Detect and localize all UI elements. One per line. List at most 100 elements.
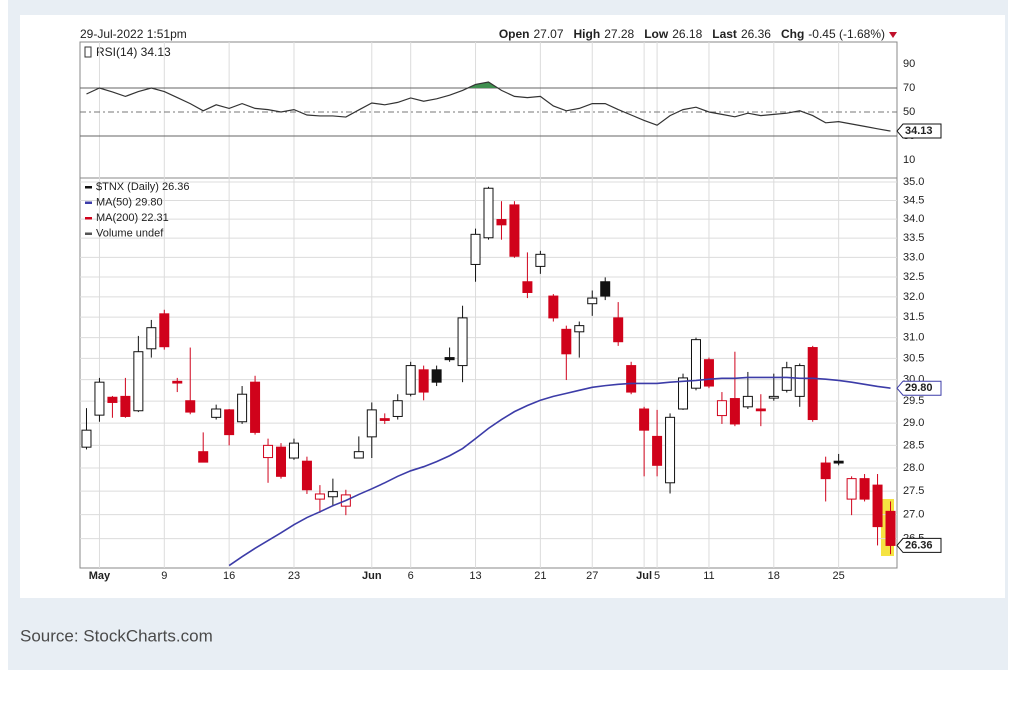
candle-body [755, 408, 766, 412]
candle-body [314, 493, 325, 500]
quote-label: Low [644, 27, 669, 41]
rsi-tick-label: 50 [903, 106, 915, 118]
candle-body [107, 396, 118, 403]
y-tick-label: 33.0 [903, 251, 924, 263]
candle-body [807, 347, 818, 421]
candle-body [418, 369, 429, 393]
candle-body [198, 451, 209, 463]
rsi-legend: RSI(14) 34.13 [96, 45, 171, 59]
candle-body [133, 351, 144, 412]
candle-body [678, 377, 689, 410]
source-note: Source: StockCharts.com [20, 626, 213, 645]
rsi-value-label: 34.13 [905, 125, 933, 137]
legend-swatch [85, 201, 92, 204]
x-tick-label: May [89, 570, 111, 582]
candle-body [379, 418, 390, 421]
candle-body [639, 408, 650, 431]
y-tick-label: 32.5 [903, 271, 924, 283]
candle-body [172, 380, 183, 384]
candle-body [600, 281, 611, 297]
quote-value: 26.18 [672, 27, 702, 41]
candle-body [729, 398, 740, 425]
header-date: 29-Jul-2022 1:51pm [80, 27, 187, 41]
down-arrow [889, 32, 897, 38]
quote-value: -0.45 (-1.68%) [808, 27, 885, 41]
candle-body [846, 478, 857, 500]
x-tick-label: 21 [534, 570, 546, 582]
x-tick-label: 6 [408, 570, 414, 582]
candle-body [94, 381, 105, 416]
candle-body [574, 325, 585, 333]
y-tick-label: 35.0 [903, 176, 924, 188]
y-tick-label: 29.0 [903, 417, 924, 429]
candle-body [146, 327, 157, 350]
candle-body [263, 444, 274, 459]
legend-entry: MA(200) 22.31 [96, 212, 169, 224]
x-tick-label: 23 [288, 570, 300, 582]
candle-body [405, 365, 416, 395]
candle-body [81, 429, 92, 448]
legend-swatch [85, 217, 92, 220]
y-tick-label: 34.0 [903, 213, 924, 225]
candle-body [301, 460, 312, 491]
candle-body [392, 400, 403, 417]
candle-body [366, 409, 377, 438]
rsi-line [86, 81, 891, 132]
candle-body [250, 381, 261, 433]
candle-body [833, 460, 844, 464]
x-tick-label: 18 [768, 570, 780, 582]
rsi-icon [84, 46, 92, 58]
candle-body [237, 393, 248, 423]
candle-body [885, 510, 896, 546]
y-tick-label: 33.5 [903, 232, 924, 244]
last-value-label-box [896, 537, 942, 553]
quote-label: Open [499, 27, 530, 41]
y-tick-label: 29.5 [903, 395, 924, 407]
x-tick-label: 25 [833, 570, 845, 582]
rsi-tick-label: 90 [903, 58, 915, 70]
last-value-label: 26.36 [905, 539, 933, 551]
quote-value: 27.07 [533, 27, 563, 41]
quote-value: 26.36 [741, 27, 771, 41]
legend-entry: Volume undef [96, 227, 164, 239]
y-tick-label: 34.5 [903, 194, 924, 206]
legend-swatch [85, 186, 92, 189]
candle-body [859, 478, 870, 500]
legend-entry: $TNX (Daily) 26.36 [96, 181, 190, 193]
candle-body [742, 395, 753, 408]
candle-body [276, 446, 287, 477]
y-tick-label: 27.5 [903, 485, 924, 497]
candle-body [626, 365, 637, 393]
rsi-tick-label: 10 [903, 154, 915, 166]
y-tick-label: 32.0 [903, 291, 924, 303]
candle-body [353, 451, 364, 459]
candle-body [820, 462, 831, 480]
y-tick-label: 27.0 [903, 509, 924, 521]
quote-label: High [574, 27, 601, 41]
header-quote: Open 27.07 High 27.28 Low 26.18 Last 26.36 Chg -0… [499, 27, 885, 41]
candle-body [470, 233, 481, 265]
x-tick-label: 11 [703, 570, 714, 582]
legend-swatch [85, 232, 92, 235]
candle-body [509, 204, 520, 257]
y-tick-label: 28.0 [903, 462, 924, 474]
x-tick-label: Jun [362, 570, 382, 582]
ma-line [228, 376, 891, 567]
candle-body [794, 365, 805, 397]
legend-entry: MA(50) 29.80 [96, 196, 163, 208]
candle-body [613, 317, 624, 343]
candle-body [665, 416, 676, 484]
candle-body [716, 400, 727, 417]
candle-body [159, 313, 170, 348]
x-tick-label: 13 [469, 570, 481, 582]
candle-body [288, 442, 299, 459]
quote-value: 27.28 [604, 27, 634, 41]
candle-body [548, 295, 559, 319]
candle-body [522, 281, 533, 293]
candle-body [561, 328, 572, 355]
x-tick-label: 16 [223, 570, 235, 582]
x-tick-label: 9 [161, 570, 167, 582]
candle-body [781, 367, 792, 391]
rsi-tick-label: 70 [903, 82, 915, 94]
